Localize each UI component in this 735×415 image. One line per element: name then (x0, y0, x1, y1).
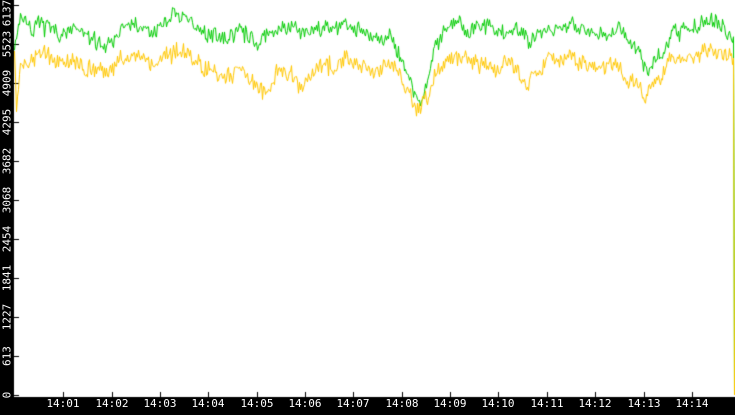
x-axis-tick-label: 14:10 (481, 397, 515, 410)
y-axis-tick-label: 4295 (0, 108, 14, 136)
x-axis-tick-label: 14:01 (46, 397, 80, 410)
y-axis-tick-label: 2454 (0, 225, 14, 253)
y-axis-tick-label: 0 (0, 391, 14, 399)
y-axis-tick-label: 613 (0, 346, 14, 366)
x-axis-tick-label: 14:09 (433, 397, 467, 410)
x-axis-tick-label: 14:07 (336, 397, 370, 410)
y-axis-tick-label: 3068 (0, 186, 14, 214)
x-axis-tick-label: 14:06 (288, 397, 322, 410)
y-axis-tick-label: 6137 (0, 0, 14, 27)
x-axis-tick-label: 14:14 (675, 397, 709, 410)
x-axis-tick-label: 14:02 (95, 397, 129, 410)
y-axis-tick-label: 1841 (0, 264, 14, 292)
x-axis-tick-label: 14:04 (191, 397, 225, 410)
y-axis-tick-label: 3682 (0, 147, 14, 175)
x-axis-tick-label: 14:08 (385, 397, 419, 410)
y-axis-tick-label: 1227 (0, 303, 14, 331)
x-axis-tick-label: 14:13 (627, 397, 661, 410)
x-axis-tick-label: 14:11 (530, 397, 564, 410)
x-axis-tick-label: 14:12 (578, 397, 612, 410)
y-axis-tick-label: 5523 (0, 30, 14, 58)
y-axis-tick-label: 4909 (0, 69, 14, 97)
x-axis-tick-label: 14:05 (240, 397, 274, 410)
x-axis-tick-label: 14:03 (143, 397, 177, 410)
